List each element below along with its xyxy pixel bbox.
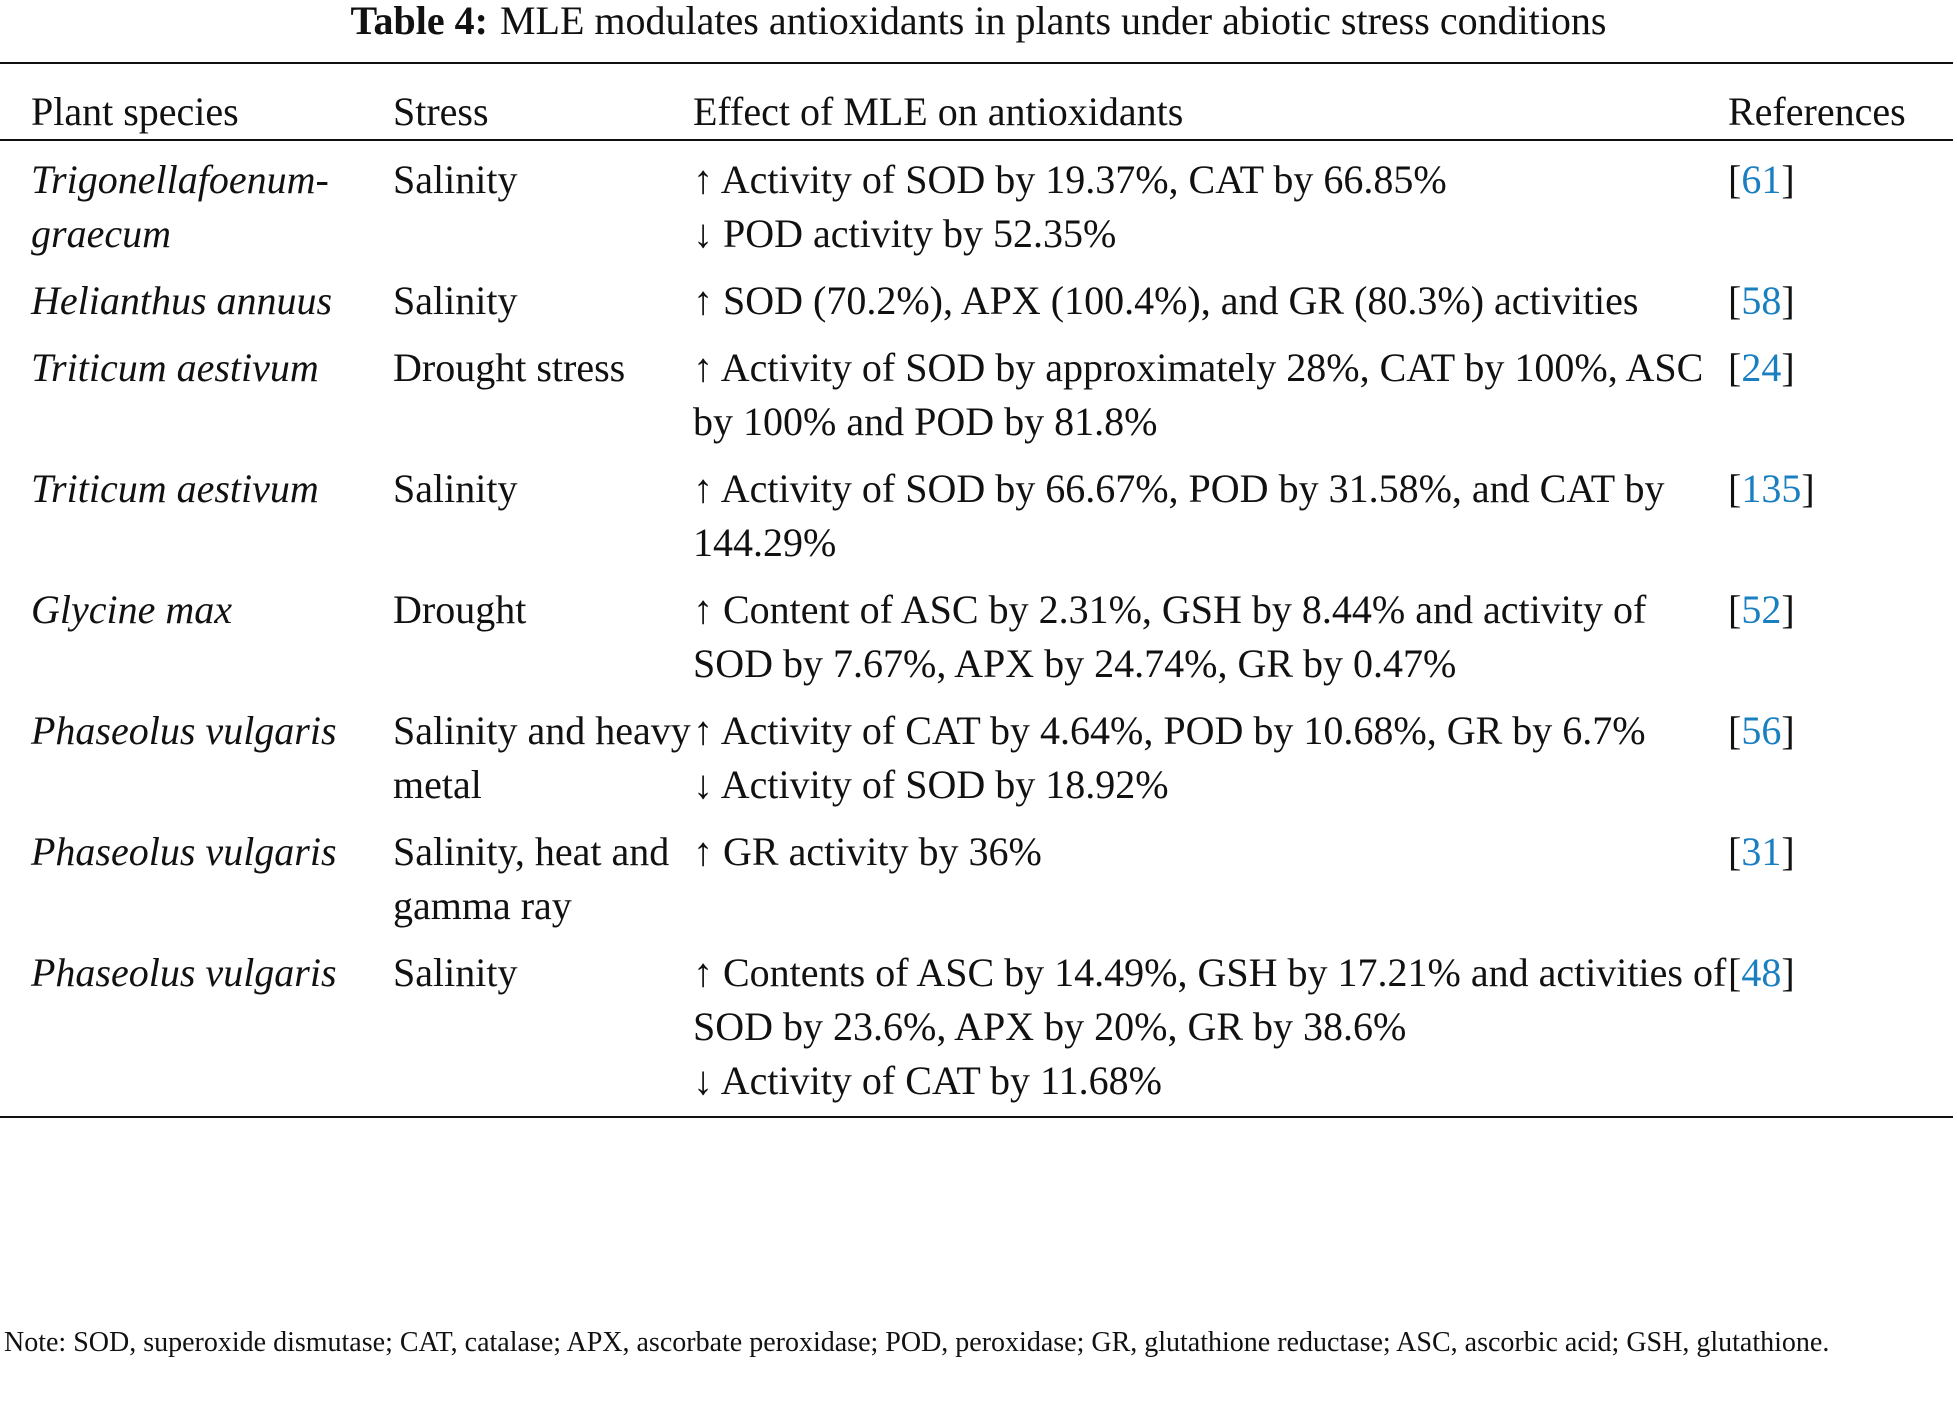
stress-cell: Salinity — [393, 278, 518, 323]
reference-cell: [48] — [1728, 941, 1953, 1117]
table-note: Note: SOD, superoxide dismutase; CAT, ca… — [4, 1327, 1830, 1358]
reference-cell: [24] — [1728, 336, 1953, 457]
table-row: Phaseolus vulgaris Salinity ↑ Contents of … — [0, 941, 1953, 1117]
header-row: Plant species Stress Effect of MLE on anti… — [0, 63, 1953, 141]
effect-line: ↓ POD activity by 52.35% — [693, 211, 1117, 256]
header-cell: Stress — [393, 63, 693, 141]
effect-line: ↑ SOD (70.2%), APX (100.4%), and GR (80.… — [693, 278, 1639, 323]
reference-link: 61 — [1741, 157, 1782, 202]
species-cell: Trigonellafoenum-graecum — [31, 157, 329, 256]
stress-cell: Salinity — [393, 157, 518, 202]
table-row: Phaseolus vulgaris Salinity, heat and gam… — [0, 820, 1953, 941]
table-row: Trigonellafoenum-graecum Salinity ↑ Activi… — [0, 140, 1953, 269]
table-row: Triticum aestivum Drought stress ↑ Activit… — [0, 336, 1953, 457]
effect-cell: ↑ GR activity by 36% — [693, 820, 1728, 941]
effect-cell: ↑ Contents of ASC by 14.49%, GSH by 17.2… — [693, 941, 1728, 1117]
reference-link: 56 — [1741, 708, 1782, 753]
species-cell: Helianthus annuus — [31, 278, 333, 323]
stress-cell: Salinity, heat and gamma ray — [393, 829, 670, 928]
bracket: ] — [1781, 829, 1795, 874]
effect-line: ↑ Activity of SOD by 19.37%, CAT by 66.8… — [693, 157, 1447, 202]
stress-cell: Drought stress — [393, 345, 626, 390]
reference-cell: [58] — [1728, 269, 1953, 336]
stress-cell: Drought — [393, 587, 527, 632]
stress-cell: Salinity — [393, 466, 518, 511]
effect-cell: ↑ Activity of SOD by 19.37%, CAT by 66.8… — [693, 140, 1728, 269]
effect-line: ↑ Content of ASC by 2.31%, GSH by 8.44% … — [693, 587, 1647, 686]
bracket: [ — [1728, 278, 1742, 323]
species-cell: Triticum aestivum — [31, 345, 319, 390]
table: Plant species Stress Effect of MLE on anti… — [0, 62, 1953, 1118]
bracket: [ — [1728, 345, 1742, 390]
species-cell: Triticum aestivum — [31, 466, 319, 511]
table-row: Phaseolus vulgaris Salinity and heavy met… — [0, 699, 1953, 820]
species-cell: Phaseolus vulgaris — [31, 829, 337, 874]
reference-link: 52 — [1741, 587, 1782, 632]
reference-cell: [56] — [1728, 699, 1953, 820]
title-text: MLE modulates antioxidants in plants und… — [499, 0, 1607, 43]
bracket: ] — [1781, 278, 1795, 323]
bracket: ] — [1781, 708, 1795, 753]
effect-cell: ↑ Activity of SOD by 66.67%, POD by 31.5… — [693, 457, 1728, 578]
bracket: [ — [1728, 466, 1742, 511]
bracket: [ — [1728, 157, 1742, 202]
effect-line: ↑ Activity of CAT by 4.64%, POD by 10.68… — [693, 708, 1646, 753]
bracket: ] — [1781, 345, 1795, 390]
species-cell: Phaseolus vulgaris — [31, 950, 337, 995]
table-title: Table 4: MLE modulates antioxidants in pl… — [0, 0, 1957, 42]
header-cell: Plant species — [0, 63, 393, 141]
table-body: Trigonellafoenum-graecum Salinity ↑ Activi… — [0, 140, 1953, 1117]
reference-link: 48 — [1741, 950, 1782, 995]
effect-cell: ↑ Content of ASC by 2.31%, GSH by 8.44% … — [693, 578, 1728, 699]
bracket: [ — [1728, 950, 1742, 995]
effect-line: ↓ Activity of SOD by 18.92% — [693, 762, 1169, 807]
table-row: Glycine max Drought ↑ Content of ASC by 2.… — [0, 578, 1953, 699]
effect-line: ↑ Activity of SOD by approximately 28%, … — [693, 345, 1704, 444]
stress-cell: Salinity and heavy metal — [393, 708, 691, 807]
effect-cell: ↑ SOD (70.2%), APX (100.4%), and GR (80.… — [693, 269, 1728, 336]
species-cell: Glycine max — [31, 587, 233, 632]
bracket: ] — [1801, 466, 1815, 511]
reference-link: 135 — [1741, 466, 1802, 511]
bracket: [ — [1728, 587, 1742, 632]
reference-link: 31 — [1741, 829, 1782, 874]
reference-link: 58 — [1741, 278, 1782, 323]
effect-line: ↑ GR activity by 36% — [693, 829, 1042, 874]
table-label: Table 4: — [350, 0, 488, 43]
header-cell: Effect of MLE on antioxidants — [693, 63, 1728, 141]
reference-cell: [31] — [1728, 820, 1953, 941]
reference-cell: [135] — [1728, 457, 1953, 578]
species-cell: Phaseolus vulgaris — [31, 708, 337, 753]
bracket: ] — [1781, 950, 1795, 995]
effect-cell: ↑ Activity of SOD by approximately 28%, … — [693, 336, 1728, 457]
effect-line: ↑ Contents of ASC by 14.49%, GSH by 17.2… — [693, 950, 1727, 1049]
reference-link: 24 — [1741, 345, 1782, 390]
bracket: [ — [1728, 708, 1742, 753]
effect-line: ↑ Activity of SOD by 66.67%, POD by 31.5… — [693, 466, 1665, 565]
bracket: ] — [1781, 587, 1795, 632]
bracket: ] — [1781, 157, 1795, 202]
table-row: Triticum aestivum Salinity ↑ Activity of S… — [0, 457, 1953, 578]
effect-cell: ↑ Activity of CAT by 4.64%, POD by 10.68… — [693, 699, 1728, 820]
reference-cell: [61] — [1728, 140, 1953, 269]
reference-cell: [52] — [1728, 578, 1953, 699]
effect-line: ↓ Activity of CAT by 11.68% — [693, 1058, 1162, 1103]
header-cell: References — [1728, 63, 1953, 141]
table-row: Helianthus annuus Salinity ↑ SOD (70.2%), … — [0, 269, 1953, 336]
stress-cell: Salinity — [393, 950, 518, 995]
bracket: [ — [1728, 829, 1742, 874]
